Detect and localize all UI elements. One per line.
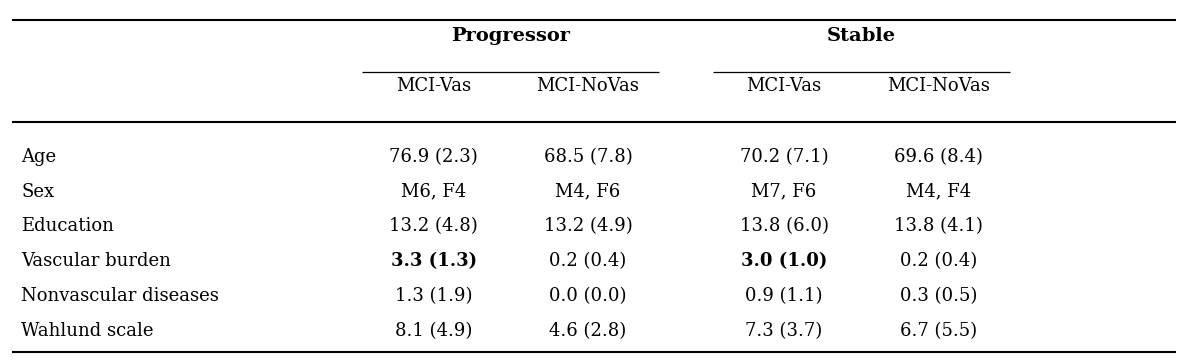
Text: 13.2 (4.9): 13.2 (4.9) bbox=[544, 217, 632, 235]
Text: 69.6 (8.4): 69.6 (8.4) bbox=[895, 148, 982, 166]
Text: 4.6 (2.8): 4.6 (2.8) bbox=[549, 322, 627, 340]
Text: MCI-Vas: MCI-Vas bbox=[746, 77, 822, 95]
Text: Education: Education bbox=[21, 217, 114, 235]
Text: MCI-Vas: MCI-Vas bbox=[396, 77, 472, 95]
Text: 13.8 (6.0): 13.8 (6.0) bbox=[740, 217, 828, 235]
Text: 0.2 (0.4): 0.2 (0.4) bbox=[549, 252, 627, 270]
Text: 0.9 (1.1): 0.9 (1.1) bbox=[745, 287, 823, 305]
Text: 68.5 (7.8): 68.5 (7.8) bbox=[544, 148, 632, 166]
Text: M7, F6: M7, F6 bbox=[752, 183, 816, 201]
Text: M4, F6: M4, F6 bbox=[556, 183, 620, 201]
Text: Vascular burden: Vascular burden bbox=[21, 252, 171, 270]
Text: 13.2 (4.8): 13.2 (4.8) bbox=[390, 217, 478, 235]
Text: Stable: Stable bbox=[827, 27, 896, 45]
Text: 3.0 (1.0): 3.0 (1.0) bbox=[741, 252, 827, 270]
Text: 76.9 (2.3): 76.9 (2.3) bbox=[390, 148, 478, 166]
Text: 0.0 (0.0): 0.0 (0.0) bbox=[549, 287, 627, 305]
Text: MCI-NoVas: MCI-NoVas bbox=[537, 77, 639, 95]
Text: 70.2 (7.1): 70.2 (7.1) bbox=[740, 148, 828, 166]
Text: Age: Age bbox=[21, 148, 57, 166]
Text: Sex: Sex bbox=[21, 183, 55, 201]
Text: 6.7 (5.5): 6.7 (5.5) bbox=[901, 322, 977, 340]
Text: 1.3 (1.9): 1.3 (1.9) bbox=[394, 287, 473, 305]
Text: 13.8 (4.1): 13.8 (4.1) bbox=[895, 217, 982, 235]
Text: 0.2 (0.4): 0.2 (0.4) bbox=[899, 252, 978, 270]
Text: M4, F4: M4, F4 bbox=[906, 183, 971, 201]
Text: 8.1 (4.9): 8.1 (4.9) bbox=[394, 322, 473, 340]
Text: 3.3 (1.3): 3.3 (1.3) bbox=[391, 252, 476, 270]
Text: Wahlund scale: Wahlund scale bbox=[21, 322, 154, 340]
Text: 0.3 (0.5): 0.3 (0.5) bbox=[899, 287, 978, 305]
Text: MCI-NoVas: MCI-NoVas bbox=[887, 77, 990, 95]
Text: M6, F4: M6, F4 bbox=[402, 183, 466, 201]
Text: 7.3 (3.7): 7.3 (3.7) bbox=[745, 322, 823, 340]
Text: Nonvascular diseases: Nonvascular diseases bbox=[21, 287, 220, 305]
Text: Progressor: Progressor bbox=[451, 27, 570, 45]
